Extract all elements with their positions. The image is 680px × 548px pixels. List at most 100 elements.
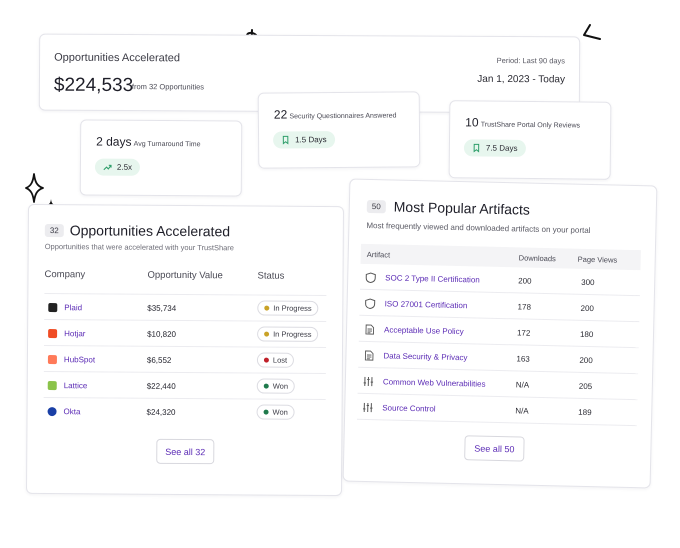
summary-amount: $224,533 bbox=[53, 74, 134, 97]
table-row: Acceptable Use Policy 172 180 bbox=[358, 315, 640, 349]
stat-card-security: 22 Security Questionnaires Answered 1.5 … bbox=[257, 91, 421, 169]
page-views-value: 300 bbox=[581, 277, 595, 288]
artifact-cell[interactable]: ISO 27001 Certification bbox=[365, 298, 468, 311]
downloads-value: N/A bbox=[515, 406, 529, 416]
company-name[interactable]: HubSpot bbox=[63, 355, 96, 365]
artifact-cell[interactable]: Common Web Vulnerabilities bbox=[363, 376, 486, 390]
artifact-link[interactable]: Acceptable Use Policy bbox=[383, 325, 464, 337]
shield-icon bbox=[365, 298, 376, 310]
artifact-cell[interactable]: Source Control bbox=[362, 402, 436, 415]
company-name[interactable]: Plaid bbox=[64, 303, 83, 313]
see-all-artifacts-button[interactable]: See all 50 bbox=[464, 435, 525, 462]
table-row: SOC 2 Type II Certification 200 300 bbox=[359, 263, 641, 297]
column-header-value: Opportunity Value bbox=[147, 269, 223, 282]
shield-icon bbox=[365, 272, 376, 284]
count-badge: 50 bbox=[366, 199, 386, 213]
stat-value: 2 days bbox=[96, 134, 132, 149]
table-row: Common Web Vulnerabilities N/A 205 bbox=[357, 367, 639, 401]
page-views-value: 200 bbox=[580, 303, 595, 314]
trend-up-icon bbox=[103, 164, 112, 171]
column-header-artifact: Artifact bbox=[366, 249, 391, 260]
opportunity-value: $10,820 bbox=[147, 329, 177, 339]
bookmark-icon bbox=[282, 135, 289, 145]
stat-pill-text: 2.5x bbox=[116, 162, 133, 172]
company-cell[interactable]: Lattice bbox=[47, 381, 88, 391]
card-title: Most Popular Artifacts bbox=[393, 198, 531, 218]
artifact-link[interactable]: Common Web Vulnerabilities bbox=[382, 377, 486, 389]
status-text: In Progress bbox=[273, 303, 312, 313]
table-row: HubSpot $6,552 Lost bbox=[43, 345, 327, 373]
company-logo-icon bbox=[47, 355, 57, 365]
company-cell[interactable]: HubSpot bbox=[47, 355, 96, 365]
artifacts-card: 50 Most Popular Artifacts Most frequentl… bbox=[342, 178, 658, 489]
stat-card-reviews: 10 TrustShare Portal Only Reviews 7.5 Da… bbox=[448, 100, 612, 180]
opportunity-value: $22,440 bbox=[146, 381, 176, 391]
downloads-value: N/A bbox=[515, 380, 530, 390]
artifact-link[interactable]: SOC 2 Type II Certification bbox=[385, 273, 480, 285]
table-row: Lattice $22,440 Won bbox=[43, 371, 326, 399]
company-cell[interactable]: Hotjar bbox=[48, 329, 85, 338]
page-views-value: 189 bbox=[578, 407, 592, 418]
opportunities-card: 32 Opportunities Accelerated Opportuniti… bbox=[25, 203, 345, 497]
company-logo-icon bbox=[47, 381, 57, 391]
summary-subtitle: from 32 Opportunities bbox=[131, 82, 205, 92]
company-cell[interactable]: Plaid bbox=[48, 303, 82, 312]
page-views-value: 205 bbox=[578, 381, 593, 392]
table-row: Source Control N/A 189 bbox=[357, 393, 638, 427]
table-row: Plaid $35,734 In Progress bbox=[44, 293, 327, 321]
sliders-icon bbox=[363, 376, 374, 387]
status-badge: Won bbox=[256, 404, 295, 420]
column-header-company: Company bbox=[44, 269, 86, 281]
stat-pill-text: 7.5 Days bbox=[485, 143, 518, 153]
sparkle-doodle-icon bbox=[25, 173, 44, 203]
table-header: Company Opportunity Value Status bbox=[44, 269, 327, 282]
stat-label: Avg Turnaround Time bbox=[133, 140, 201, 149]
status-dot bbox=[264, 331, 270, 337]
status-text: Won bbox=[272, 407, 288, 417]
column-header-page-views: Page Views bbox=[577, 254, 618, 265]
table-row: Okta $24,320 Won bbox=[43, 397, 326, 425]
table-row: Hotjar $10,820 In Progress bbox=[44, 319, 327, 347]
artifact-link[interactable]: Data Security & Privacy bbox=[383, 351, 468, 363]
status-dot bbox=[263, 409, 269, 415]
company-logo-icon bbox=[48, 303, 58, 313]
stat-card-turnaround: 2 days Avg Turnaround Time 2.5x bbox=[79, 119, 243, 197]
company-name[interactable]: Hotjar bbox=[64, 329, 86, 339]
company-cell[interactable]: Okta bbox=[47, 407, 81, 417]
artifact-link[interactable]: ISO 27001 Certification bbox=[384, 299, 468, 311]
bookmark-icon bbox=[473, 143, 480, 153]
column-header-downloads: Downloads bbox=[518, 253, 556, 264]
stat-pill: 7.5 Days bbox=[463, 139, 526, 157]
page-views-value: 200 bbox=[579, 355, 593, 366]
artifact-link[interactable]: Source Control bbox=[382, 403, 436, 414]
stat-pill: 1.5 Days bbox=[273, 131, 335, 149]
downloads-value: 163 bbox=[516, 354, 530, 364]
company-name[interactable]: Okta bbox=[63, 407, 81, 417]
artifact-cell[interactable]: Acceptable Use Policy bbox=[364, 324, 464, 337]
downloads-value: 200 bbox=[518, 276, 532, 286]
artifact-cell[interactable]: Data Security & Privacy bbox=[363, 350, 468, 363]
downloads-value: 178 bbox=[517, 302, 532, 312]
status-text: Lost bbox=[272, 355, 288, 365]
check-doodle-icon bbox=[583, 24, 601, 40]
summary-title: Opportunities Accelerated bbox=[54, 51, 181, 65]
page-views-value: 180 bbox=[579, 329, 594, 340]
card-subtitle: Most frequently viewed and downloaded ar… bbox=[366, 220, 591, 236]
company-logo-icon bbox=[48, 329, 58, 339]
see-all-opportunities-button[interactable]: See all 32 bbox=[156, 438, 215, 465]
stat-label: Security Questionnaires Answered bbox=[289, 112, 397, 121]
status-badge: Lost bbox=[256, 352, 295, 368]
document-icon bbox=[364, 350, 374, 361]
status-dot bbox=[264, 305, 270, 311]
company-name[interactable]: Lattice bbox=[63, 381, 88, 391]
stat-label: TrustShare Portal Only Reviews bbox=[480, 121, 581, 130]
table-row: ISO 27001 Certification 178 200 bbox=[359, 289, 640, 323]
status-text: In Progress bbox=[273, 329, 312, 339]
status-text: Won bbox=[272, 381, 289, 391]
company-logo-icon bbox=[47, 407, 57, 417]
artifact-cell[interactable]: SOC 2 Type II Certification bbox=[365, 272, 480, 286]
date-range: Jan 1, 2023 - Today bbox=[477, 73, 565, 86]
status-badge: In Progress bbox=[257, 326, 319, 342]
stat-value: 10 bbox=[465, 115, 479, 130]
card-subtitle: Opportunities that were accelerated with… bbox=[44, 242, 235, 253]
